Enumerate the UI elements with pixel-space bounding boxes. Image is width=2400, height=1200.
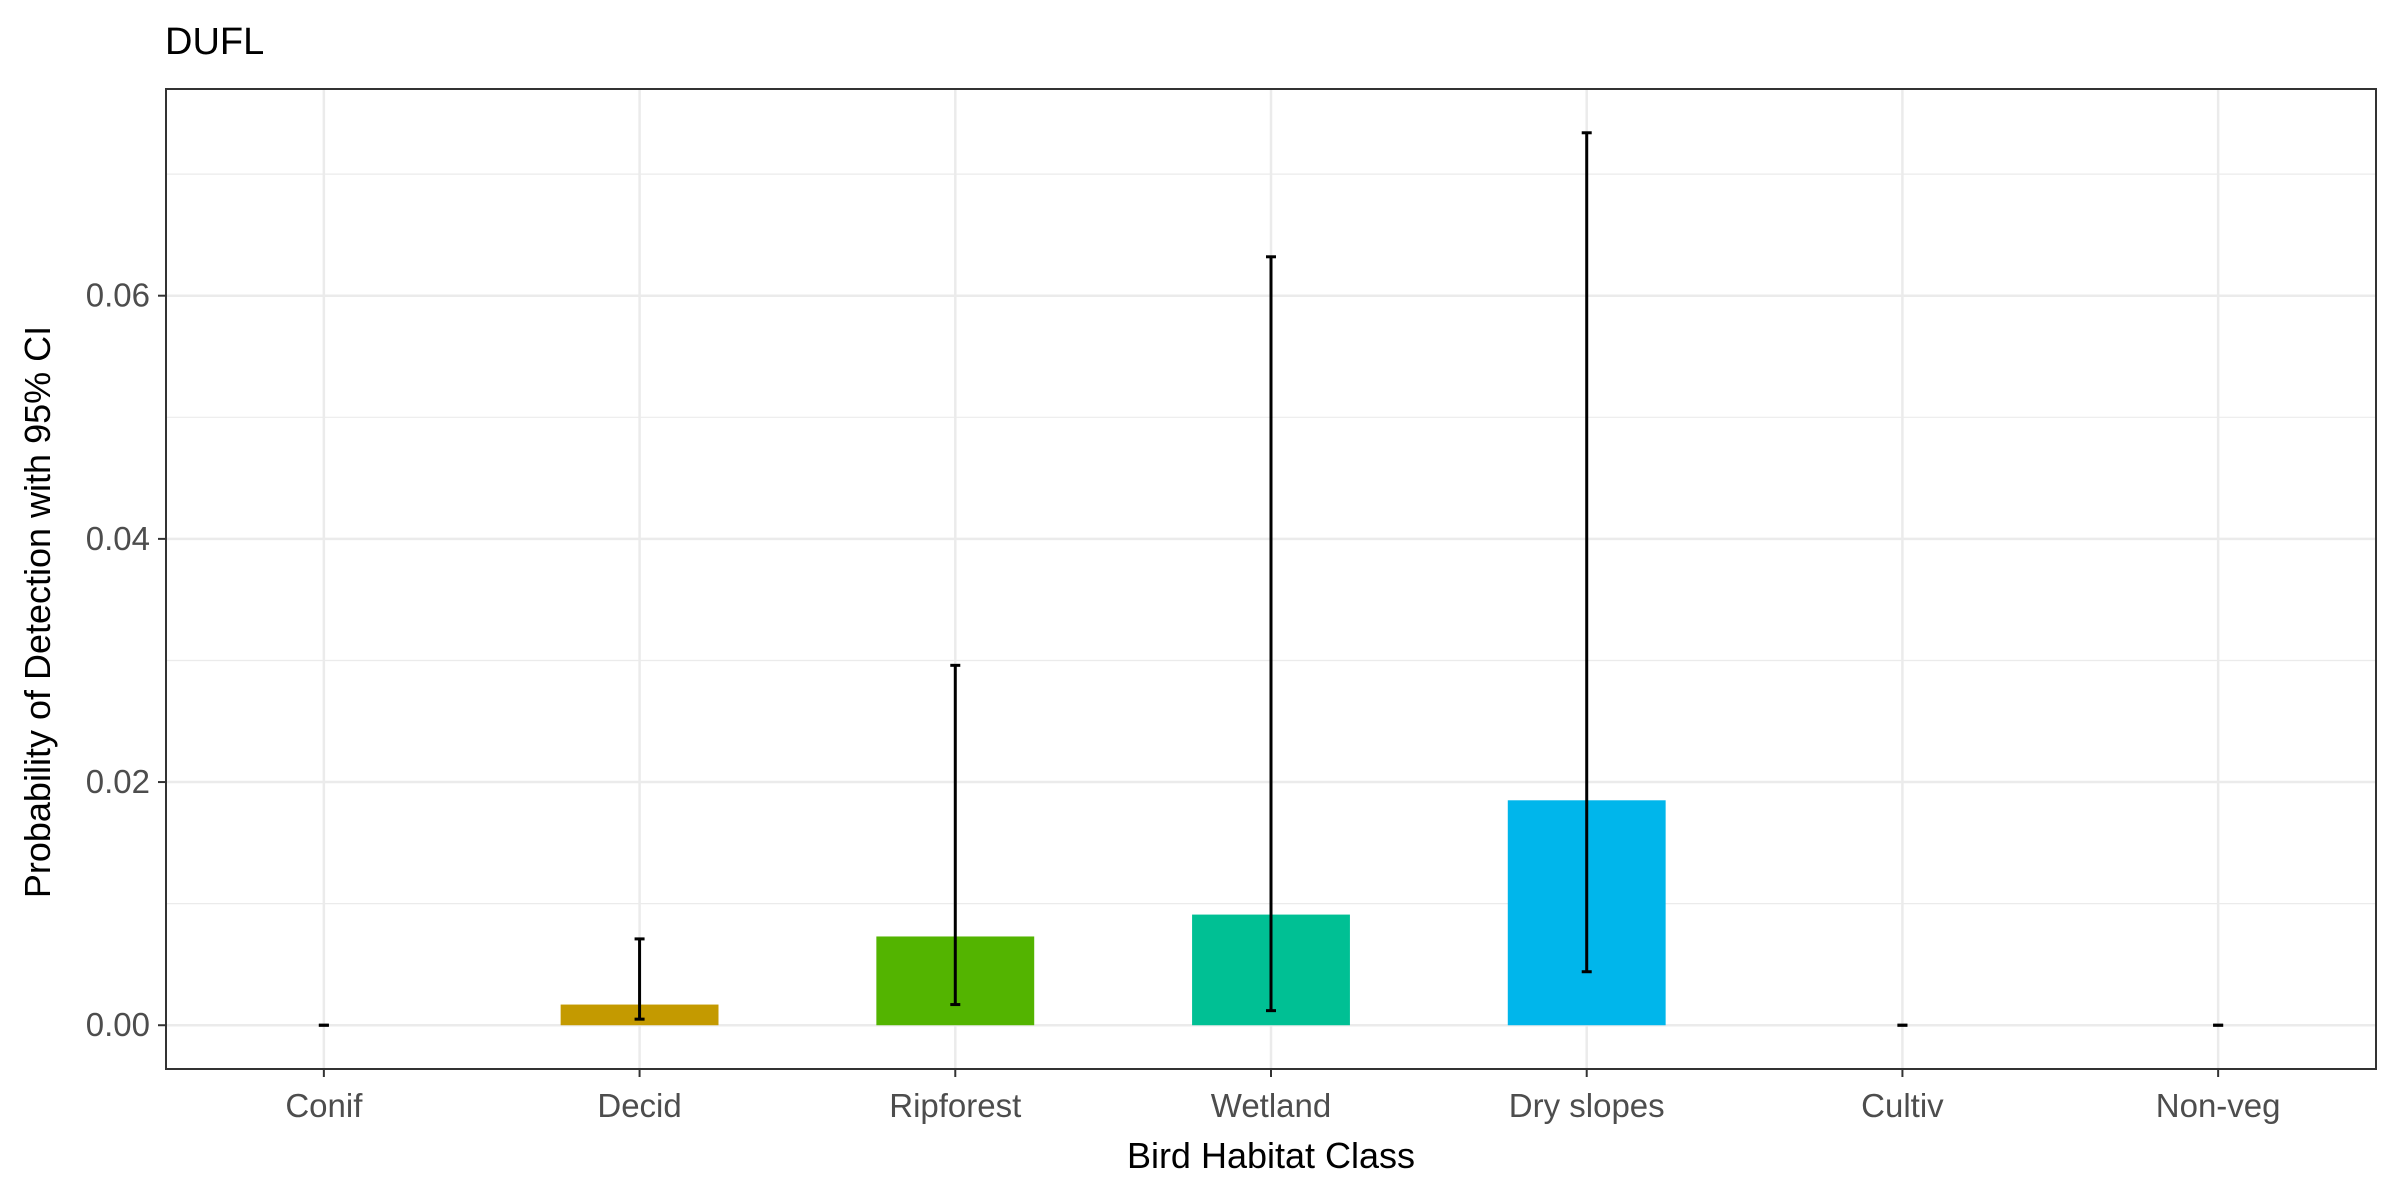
y-tick-label: 0.04 [86,520,150,557]
x-tick-label: Conif [285,1087,363,1124]
x-axis-title: Bird Habitat Class [1127,1135,1415,1176]
y-axis-title: Probability of Detection with 95% CI [17,326,58,898]
bars [560,800,1666,1026]
y-tick-label: 0.00 [86,1006,150,1043]
error-bars [318,131,2224,1027]
axes: Conif Decid Ripforest Wetland Dry slopes Cult… [86,277,2281,1124]
x-tick-label: Wetland [1211,1087,1331,1124]
chart-title: DUFL [165,21,264,63]
x-tick-label: Non-veg [2156,1087,2281,1124]
x-tick-label: Ripforest [889,1087,1021,1124]
x-tick-label: Decid [597,1087,681,1124]
y-tick-label: 0.06 [86,277,150,314]
x-tick-label: Dry slopes [1509,1087,1665,1124]
y-tick-label: 0.02 [86,763,150,800]
x-tick-label: Cultiv [1861,1087,1944,1124]
